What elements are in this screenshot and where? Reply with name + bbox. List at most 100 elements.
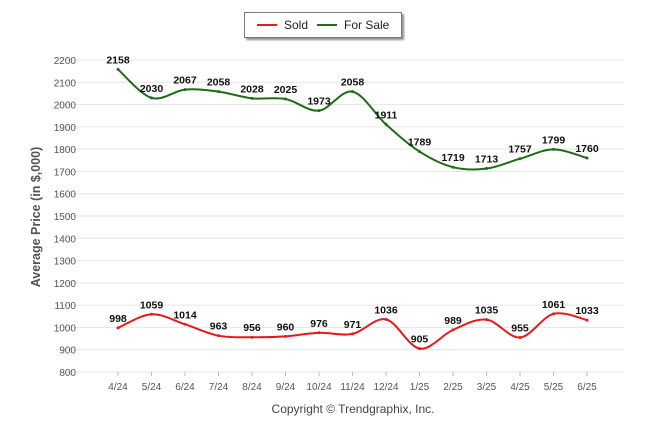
data-point-for-sale — [317, 109, 321, 113]
data-label-sold: 1033 — [575, 305, 599, 317]
data-point-for-sale — [217, 90, 220, 94]
data-label-sold: 1061 — [542, 299, 566, 311]
legend-label-for-sale: For Sale — [344, 18, 390, 32]
data-label-for-sale: 2025 — [274, 84, 298, 96]
x-tick-label: 5/24 — [142, 382, 162, 393]
x-tick-label: 12/24 — [373, 382, 398, 393]
data-label-for-sale: 2028 — [240, 83, 264, 95]
data-point-sold — [116, 326, 120, 330]
x-tick-label: 5/25 — [544, 382, 564, 393]
data-point-sold — [150, 312, 153, 316]
x-tick-label: 6/25 — [577, 382, 597, 393]
x-tick-label: 1/25 — [410, 382, 430, 393]
data-label-for-sale: 1789 — [408, 137, 432, 149]
data-label-sold: 905 — [411, 334, 429, 346]
data-label-for-sale: 2058 — [207, 77, 231, 89]
legend-label-sold: Sold — [284, 18, 309, 32]
data-label-sold: 998 — [109, 313, 127, 325]
data-label-sold: 960 — [277, 321, 295, 333]
data-label-for-sale: 1911 — [375, 109, 398, 121]
data-point-for-sale — [518, 157, 522, 161]
data-label-sold: 956 — [243, 322, 261, 334]
data-label-for-sale: 1973 — [307, 96, 331, 108]
data-point-sold — [250, 335, 254, 339]
data-point-sold — [485, 318, 488, 322]
legend-swatch-for-sale — [317, 24, 337, 26]
data-label-sold: 989 — [444, 315, 462, 327]
data-point-sold — [284, 334, 287, 338]
data-label-sold: 955 — [511, 322, 529, 334]
y-tick-label: 1000 — [54, 323, 77, 334]
y-tick-label: 1100 — [54, 301, 76, 312]
data-point-for-sale — [183, 88, 187, 92]
y-tick-label: 1200 — [54, 279, 77, 290]
data-label-for-sale: 2030 — [140, 83, 164, 95]
data-label-sold: 1014 — [173, 309, 197, 321]
data-point-sold — [585, 318, 589, 322]
x-tick-label: 8/24 — [242, 382, 262, 393]
data-label-for-sale: 2058 — [341, 77, 365, 89]
y-tick-label: 1400 — [54, 234, 77, 245]
data-point-sold — [183, 322, 187, 326]
data-label-for-sale: 2067 — [173, 75, 197, 87]
x-tick-label: 2/25 — [443, 382, 463, 393]
data-point-for-sale — [150, 96, 153, 100]
data-point-for-sale — [418, 150, 421, 154]
x-tick-label: 9/24 — [276, 382, 296, 393]
data-point-sold — [217, 334, 220, 338]
x-tick-label: 11/24 — [340, 382, 365, 393]
data-point-for-sale — [250, 96, 254, 100]
data-point-for-sale — [451, 165, 455, 169]
data-point-sold — [418, 347, 421, 351]
data-point-sold — [384, 317, 388, 321]
y-tick-label: 1600 — [54, 190, 77, 201]
data-point-for-sale — [552, 147, 555, 151]
legend: Sold For Sale — [244, 12, 402, 38]
data-label-for-sale: 1719 — [441, 152, 465, 164]
data-label-for-sale: 1713 — [475, 154, 499, 166]
y-tick-label: 1800 — [54, 145, 77, 156]
data-label-sold: 1035 — [475, 305, 499, 317]
y-tick-label: 2200 — [54, 56, 77, 67]
legend-item-for-sale: For Sale — [317, 13, 389, 37]
copyright-text: Copyright © Trendgraphix, Inc. — [271, 402, 435, 416]
data-label-sold: 963 — [210, 321, 228, 333]
data-label-for-sale: 2158 — [106, 54, 130, 66]
data-point-for-sale — [284, 97, 287, 101]
y-tick-label: 2100 — [54, 78, 77, 89]
data-label-sold: 976 — [310, 318, 328, 330]
x-tick-label: 4/24 — [108, 382, 128, 393]
data-label-sold: 971 — [344, 319, 362, 331]
x-tick-label: 10/24 — [306, 382, 331, 393]
y-tick-label: 800 — [59, 368, 76, 379]
x-tick-label: 7/24 — [209, 382, 229, 393]
y-tick-label: 1300 — [54, 257, 77, 268]
data-label-for-sale: 1760 — [575, 143, 599, 155]
data-point-for-sale — [485, 167, 488, 171]
data-label-sold: 1059 — [140, 299, 164, 311]
data-label-for-sale: 1757 — [508, 144, 532, 156]
legend-item-sold: Sold — [257, 13, 308, 37]
y-tick-label: 1500 — [54, 212, 77, 223]
data-label-sold: 1036 — [374, 304, 398, 316]
x-tick-label: 3/25 — [477, 382, 497, 393]
data-point-for-sale — [585, 156, 589, 160]
data-point-sold — [351, 332, 354, 336]
y-tick-label: 2000 — [54, 101, 77, 112]
x-tick-label: 6/24 — [175, 382, 195, 393]
y-tick-label: 900 — [59, 346, 76, 357]
data-point-sold — [552, 312, 555, 316]
data-point-for-sale — [351, 90, 354, 94]
data-point-sold — [451, 328, 455, 332]
legend-swatch-sold — [257, 24, 277, 26]
y-tick-label: 1700 — [54, 167, 77, 178]
data-point-for-sale — [384, 122, 388, 126]
x-tick-label: 4/25 — [510, 382, 530, 393]
data-label-for-sale: 1799 — [542, 134, 566, 146]
y-tick-label: 1900 — [54, 123, 77, 134]
data-point-sold — [518, 335, 522, 339]
data-point-sold — [317, 331, 321, 335]
data-point-for-sale — [116, 67, 120, 71]
